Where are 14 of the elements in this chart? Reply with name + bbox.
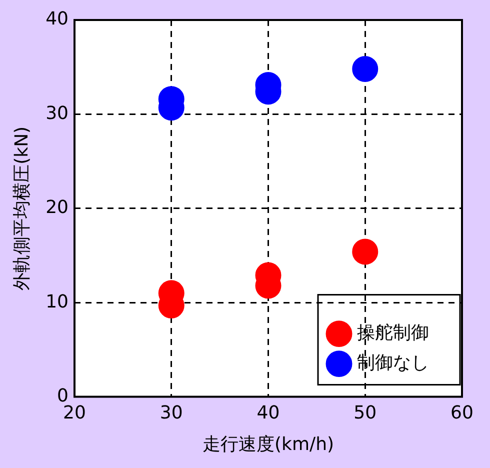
legend-label: 制御なし [357, 352, 429, 374]
point [352, 238, 378, 265]
x-tick-label: 40 [256, 402, 280, 424]
y-tick-label: 10 [46, 291, 69, 312]
x-tick-label: 30 [160, 402, 183, 424]
x-tick-label: 50 [354, 402, 377, 424]
y-axis-title: 外軌側平均横圧(kN) [11, 126, 32, 290]
y-tick-label: 20 [46, 197, 69, 218]
legend-label: 操舵制御 [357, 322, 429, 344]
point [352, 56, 378, 82]
x-axis-title: 走行速度(km/h) [202, 434, 334, 455]
x-tick-label: 60 [450, 402, 474, 424]
y-tick-label: 30 [46, 102, 69, 124]
y-tick-label: 40 [46, 8, 69, 30]
